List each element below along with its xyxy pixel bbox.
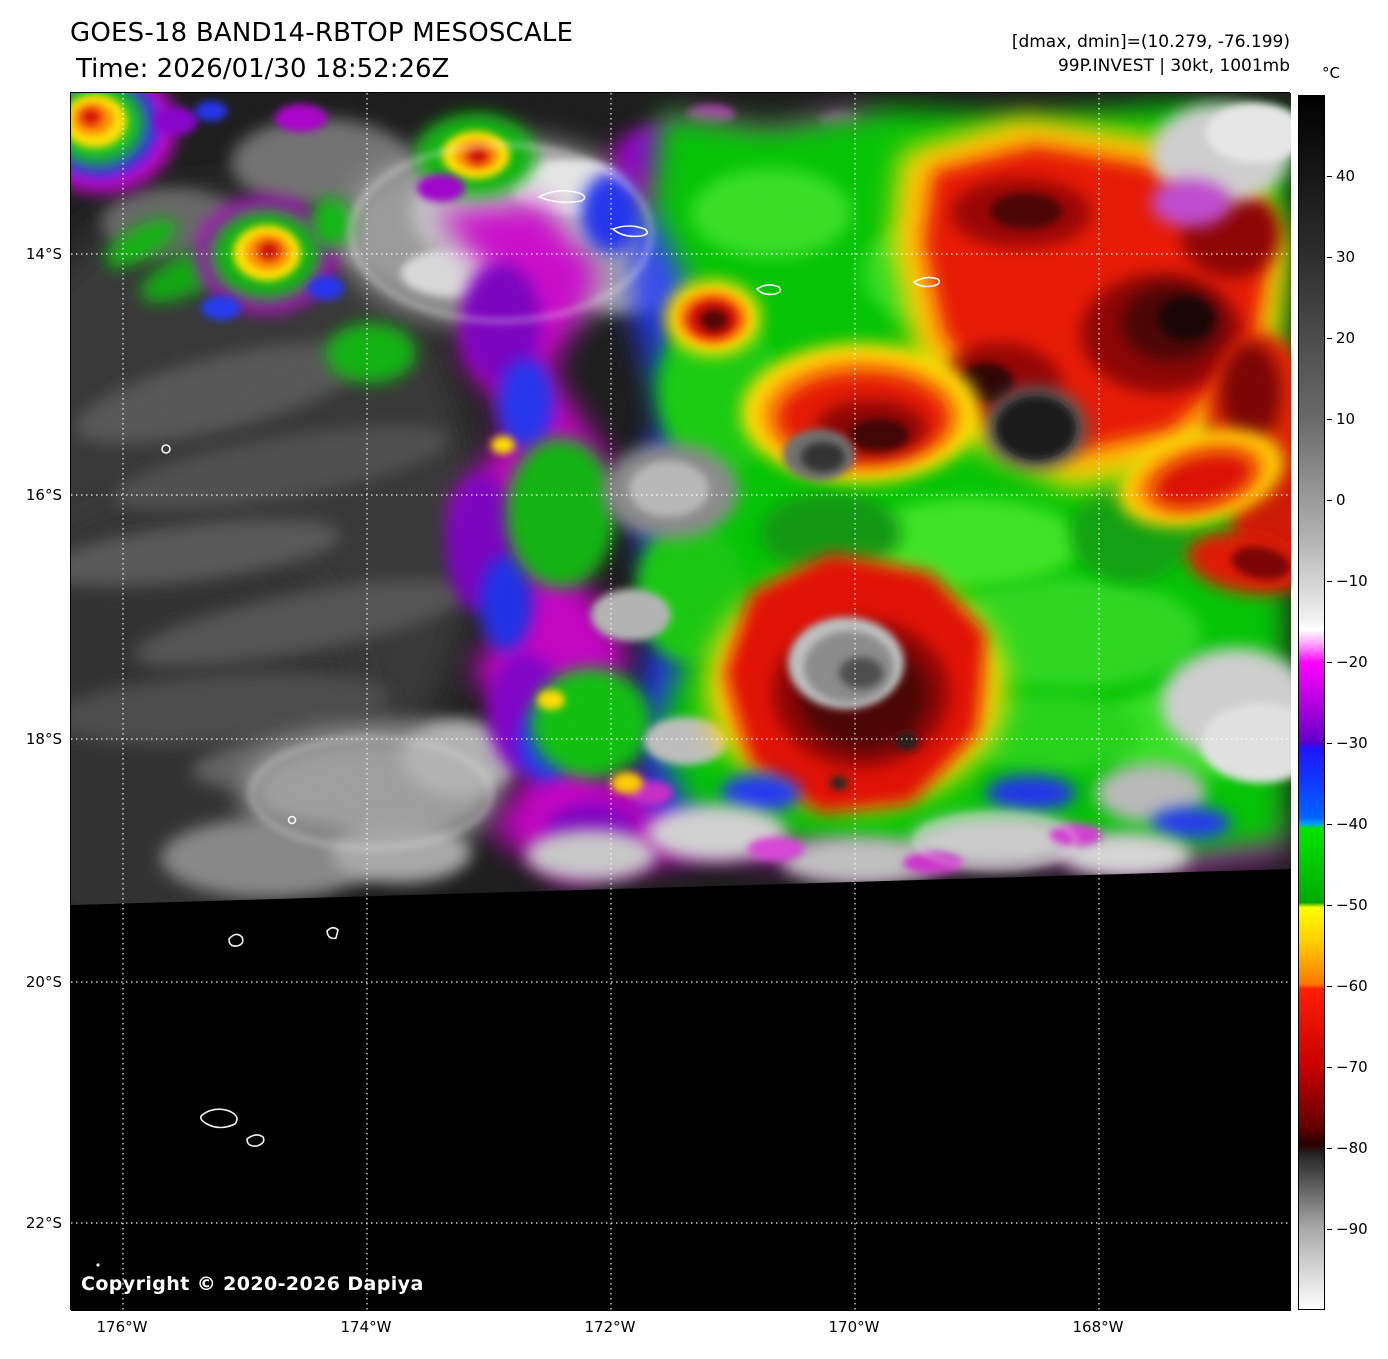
colorbar-tick [1327, 1067, 1332, 1068]
colorbar-tick-label: −90 [1336, 1220, 1368, 1238]
colorbar-tick [1327, 257, 1332, 258]
lon-tick-label: 168°W [1072, 1318, 1124, 1336]
gridlines-layer [71, 93, 1291, 1311]
colorbar-tick-label: −70 [1336, 1058, 1368, 1076]
lat-tick-label: 20°S [25, 973, 62, 991]
colorbar-tick-label: −20 [1336, 653, 1368, 671]
lon-tick-label: 172°W [584, 1318, 636, 1336]
coastlines-layer [96, 189, 940, 1267]
colorbar-tick-label: 20 [1336, 329, 1356, 347]
colorbar-tick-label: −50 [1336, 896, 1368, 914]
colorbar-tick [1327, 1229, 1332, 1230]
satellite-map: Copyright © 2020-2026 Dapiya [70, 92, 1291, 1311]
satellite-image-svg [71, 93, 1291, 1311]
colorbar-tick-label: 30 [1336, 248, 1356, 266]
colorbar-tick [1327, 905, 1332, 906]
colorbar-tick [1327, 1148, 1332, 1149]
colorbar-tick-label: 0 [1336, 491, 1346, 509]
colorbar-tick-label: −30 [1336, 734, 1368, 752]
dmax-dmin-readout: [dmax, dmin]=(10.279, -76.199) [1011, 32, 1290, 52]
colorbar [1298, 95, 1325, 1310]
colorbar-tick [1327, 743, 1332, 744]
colorbar-tick [1327, 338, 1332, 339]
colorbar-tick-label: 40 [1336, 167, 1356, 185]
colorbar-tick [1327, 581, 1332, 582]
lon-tick-label: 170°W [828, 1318, 880, 1336]
lat-tick-label: 18°S [25, 730, 62, 748]
timestamp: Time: 2026/01/30 18:52:26Z [76, 54, 450, 84]
storm-readout: 99P.INVEST | 30kt, 1001mb [1057, 56, 1290, 76]
colorbar-gradient [1299, 96, 1324, 1309]
lat-tick-label: 22°S [25, 1214, 62, 1232]
lat-tick-label: 16°S [25, 486, 62, 504]
lon-tick-label: 174°W [340, 1318, 392, 1336]
colorbar-tick-label: 10 [1336, 410, 1356, 428]
colorbar-tick [1327, 986, 1332, 987]
colorbar-tick [1327, 176, 1332, 177]
colorbar-tick [1327, 500, 1332, 501]
lat-tick-label: 14°S [25, 245, 62, 263]
copyright-text: Copyright © 2020-2026 Dapiya [81, 1273, 424, 1295]
colorbar-tick [1327, 662, 1332, 663]
colorbar-unit-label: °C [1322, 64, 1340, 82]
colorbar-tick [1327, 824, 1332, 825]
page-title: GOES-18 BAND14-RBTOP MESOSCALE [70, 18, 574, 48]
imagery-layer [71, 93, 1291, 905]
colorbar-tick-label: −40 [1336, 815, 1368, 833]
colorbar-tick-label: −60 [1336, 977, 1368, 995]
colorbar-tick-label: −10 [1336, 572, 1368, 590]
header-info: [dmax, dmin]=(10.279, -76.199) 99P.INVES… [1012, 30, 1290, 78]
colorbar-tick [1327, 419, 1332, 420]
lon-tick-label: 176°W [96, 1318, 148, 1336]
colorbar-tick-label: −80 [1336, 1139, 1368, 1157]
